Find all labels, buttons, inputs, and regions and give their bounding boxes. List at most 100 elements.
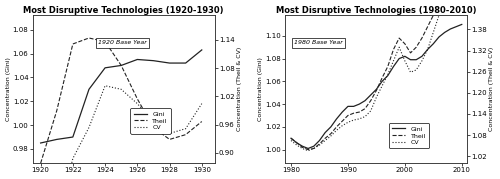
- Theil: [316, 143, 322, 145]
- Gini: [362, 100, 368, 102]
- Line: CV: CV: [291, 0, 462, 151]
- Gini: [459, 23, 465, 26]
- Theil: [345, 114, 351, 117]
- Theil: [150, 126, 156, 129]
- Theil: [328, 133, 334, 135]
- Gini: [424, 48, 430, 50]
- CV: [334, 129, 340, 131]
- Theil: [294, 142, 300, 144]
- Theil: [362, 108, 368, 110]
- Theil: [356, 111, 362, 113]
- CV: [311, 147, 317, 150]
- Y-axis label: Concentration (Theil & CV): Concentration (Theil & CV): [490, 47, 494, 131]
- Theil: [118, 64, 124, 67]
- CV: [413, 69, 419, 71]
- Gini: [453, 26, 459, 28]
- CV: [150, 120, 156, 123]
- CV: [70, 158, 76, 160]
- CV: [288, 139, 294, 142]
- CV: [390, 60, 396, 62]
- Theil: [390, 48, 396, 50]
- Title: Most Disruptive Technologies (1980-2010): Most Disruptive Technologies (1980-2010): [276, 6, 476, 14]
- Legend: Gini, Theil, CV: Gini, Theil, CV: [130, 108, 170, 134]
- Gini: [350, 105, 356, 107]
- CV: [396, 46, 402, 48]
- Legend: Gini, Theil, CV: Gini, Theil, CV: [388, 123, 429, 148]
- Theil: [350, 112, 356, 114]
- Gini: [419, 55, 425, 57]
- Theil: [102, 40, 108, 43]
- CV: [424, 48, 430, 50]
- Theil: [322, 137, 328, 139]
- Theil: [334, 126, 340, 128]
- CV: [305, 150, 311, 152]
- Theil: [424, 26, 430, 28]
- Title: Most Disruptive Technologies (1920-1930): Most Disruptive Technologies (1920-1930): [24, 6, 224, 14]
- CV: [134, 103, 140, 105]
- Line: Gini: Gini: [291, 25, 462, 149]
- CV: [442, 0, 448, 1]
- Theil: [413, 46, 419, 48]
- Theil: [311, 147, 317, 150]
- CV: [402, 60, 408, 62]
- Theil: [134, 98, 140, 100]
- Theil: [288, 137, 294, 139]
- CV: [86, 126, 92, 129]
- CV: [166, 132, 172, 135]
- Gini: [322, 132, 328, 134]
- Theil: [305, 149, 311, 151]
- Line: Theil: Theil: [291, 0, 462, 150]
- Gini: [166, 62, 172, 64]
- Theil: [419, 37, 425, 39]
- Line: Gini: Gini: [40, 50, 202, 143]
- Gini: [408, 59, 414, 61]
- CV: [408, 71, 414, 73]
- Gini: [102, 67, 108, 69]
- Gini: [436, 36, 442, 38]
- Gini: [385, 75, 391, 77]
- Y-axis label: Concentration (Gini): Concentration (Gini): [6, 57, 10, 121]
- Gini: [294, 142, 300, 144]
- CV: [345, 121, 351, 123]
- Gini: [368, 94, 374, 96]
- Line: Theil: Theil: [40, 38, 202, 163]
- CV: [419, 60, 425, 62]
- CV: [339, 125, 345, 127]
- CV: [118, 88, 124, 90]
- Gini: [311, 145, 317, 147]
- CV: [379, 85, 385, 87]
- CV: [182, 128, 188, 130]
- CV: [362, 115, 368, 118]
- CV: [368, 110, 374, 112]
- Gini: [316, 139, 322, 142]
- Gini: [334, 118, 340, 120]
- Theil: [199, 120, 205, 123]
- Y-axis label: Concentration (Gini): Concentration (Gini): [258, 57, 264, 121]
- Gini: [339, 111, 345, 113]
- Theil: [38, 162, 44, 164]
- Theil: [408, 52, 414, 54]
- Text: 1980 Base Year: 1980 Base Year: [294, 40, 344, 45]
- Gini: [182, 62, 188, 64]
- CV: [328, 135, 334, 137]
- CV: [385, 73, 391, 76]
- Gini: [199, 49, 205, 51]
- Gini: [38, 142, 44, 144]
- Gini: [54, 138, 60, 141]
- Theil: [54, 110, 60, 112]
- Theil: [396, 37, 402, 39]
- CV: [322, 139, 328, 142]
- Gini: [328, 126, 334, 128]
- CV: [436, 14, 442, 16]
- Gini: [288, 137, 294, 139]
- Theil: [430, 14, 436, 16]
- CV: [356, 118, 362, 120]
- Gini: [379, 80, 385, 82]
- Theil: [166, 138, 172, 141]
- Gini: [442, 31, 448, 33]
- CV: [350, 119, 356, 121]
- Gini: [402, 55, 408, 57]
- Gini: [430, 43, 436, 45]
- Gini: [150, 60, 156, 62]
- Gini: [86, 88, 92, 90]
